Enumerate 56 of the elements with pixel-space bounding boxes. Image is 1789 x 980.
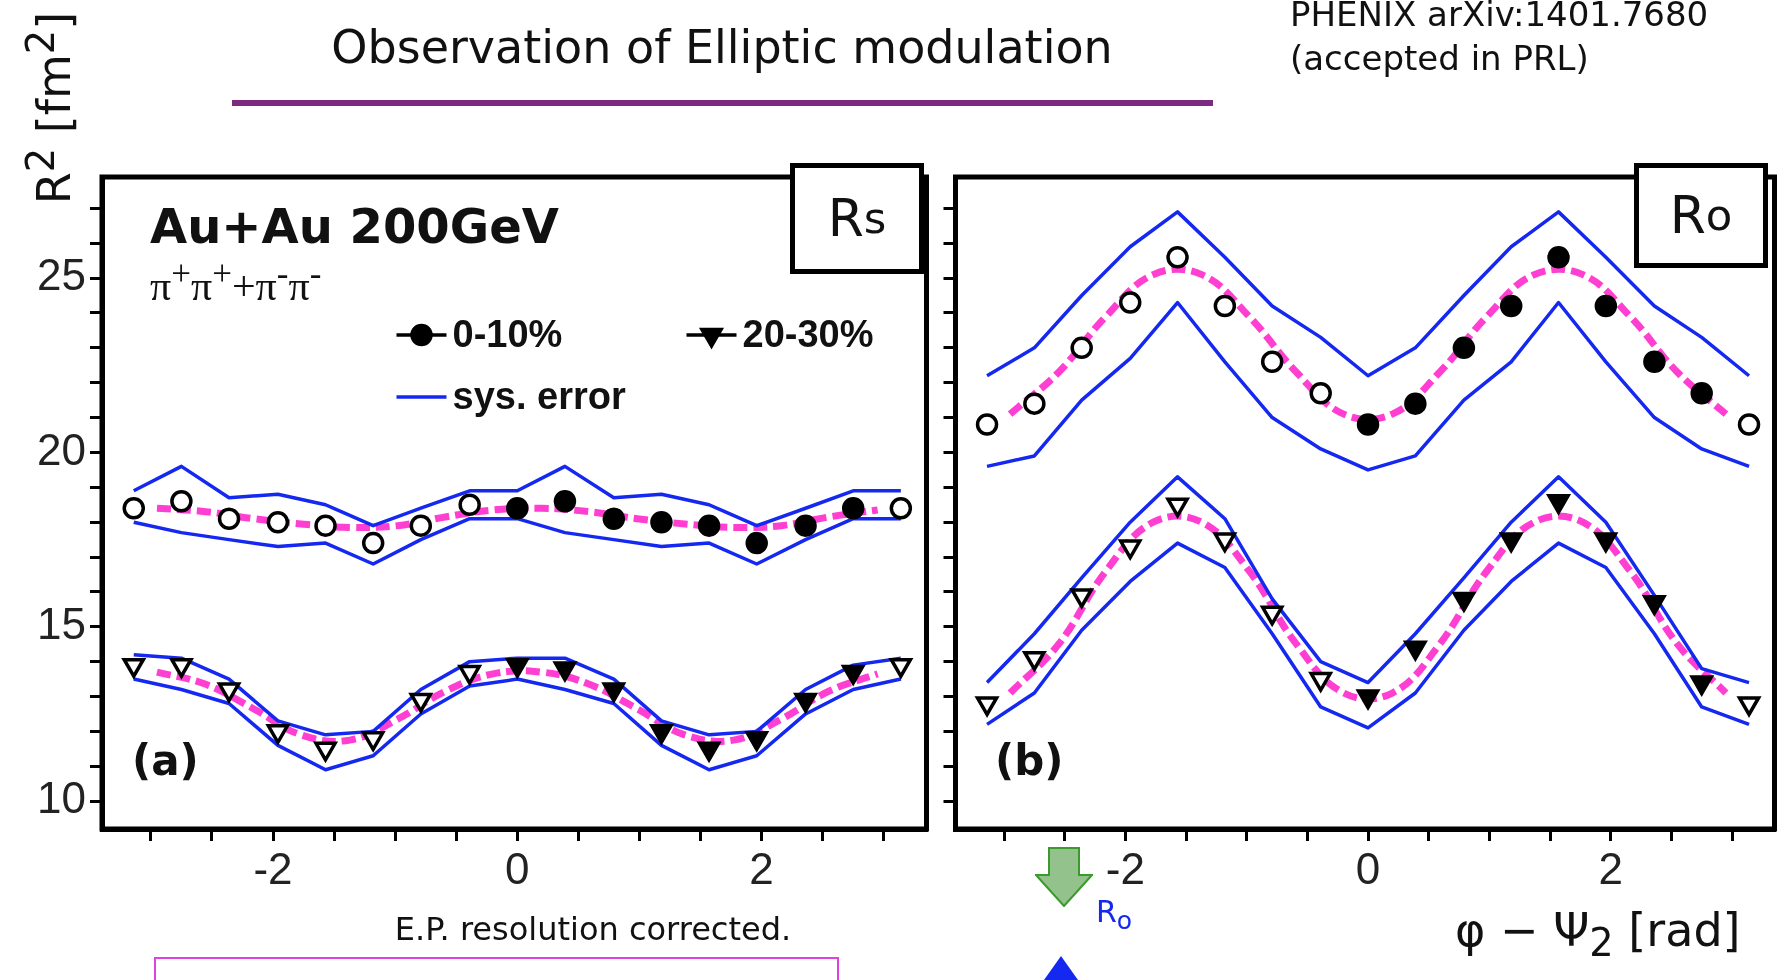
x-tick-label: -2 [253, 843, 293, 893]
point [1452, 591, 1476, 612]
point [1547, 494, 1570, 515]
point [1690, 675, 1713, 696]
legend-label: 20-30% [742, 313, 874, 356]
x-tick-label: -2 [1105, 843, 1145, 893]
x-axis-title: φ − Ψ$_{2}$ [rad] [1455, 903, 1741, 966]
point [975, 696, 999, 717]
y-tick-label: 15 [37, 598, 86, 648]
point [1213, 294, 1237, 318]
point [1643, 595, 1666, 616]
point [1118, 539, 1142, 560]
point [1404, 392, 1427, 415]
point [1356, 689, 1380, 710]
x-tick-label: 0 [505, 843, 530, 893]
y-tick-label: 10 [37, 773, 86, 823]
point [1260, 350, 1284, 374]
point [1594, 532, 1618, 553]
point [1499, 294, 1523, 318]
annotation: (b) [995, 736, 1064, 785]
point [1547, 245, 1570, 269]
point [1309, 381, 1332, 405]
point [1118, 291, 1142, 314]
point [1690, 381, 1713, 405]
annotation: Au+Au 200GeV [150, 198, 559, 254]
point [1023, 650, 1046, 671]
x-tick-label: 2 [1598, 843, 1623, 893]
point [1737, 413, 1761, 436]
point [1499, 532, 1523, 553]
y-tick-label: 25 [37, 250, 86, 300]
text: R$_{o}$ [1096, 894, 1133, 935]
point [975, 413, 999, 436]
point [1643, 350, 1666, 374]
point [1070, 336, 1093, 360]
point [1594, 294, 1618, 318]
x-tick-label: 2 [749, 843, 774, 893]
chart-title: Observation of Elliptic modulation [331, 20, 1113, 74]
legend-label: 0-10% [452, 313, 563, 356]
annotation: (a) [132, 736, 199, 785]
point [1452, 336, 1476, 360]
text: PHENIX arXiv:1401.7680 [1290, 0, 1709, 34]
annotation: π$^{+}$π$^{+}$+π$^{-}$π$^{-}$ [150, 254, 322, 310]
y-tick-label: 20 [37, 424, 86, 474]
text: (accepted in PRL) [1290, 38, 1589, 78]
point [1260, 605, 1284, 626]
point [1070, 588, 1093, 609]
point [1023, 392, 1046, 415]
point [1309, 671, 1332, 692]
text: E.P. resolution corrected. [394, 910, 792, 948]
point [1402, 640, 1428, 663]
point [1166, 245, 1189, 269]
legend-label: sys. error [452, 375, 626, 418]
point [1737, 696, 1761, 717]
point [1356, 413, 1380, 436]
point [1213, 532, 1237, 553]
x-tick-label: 0 [1355, 843, 1381, 893]
